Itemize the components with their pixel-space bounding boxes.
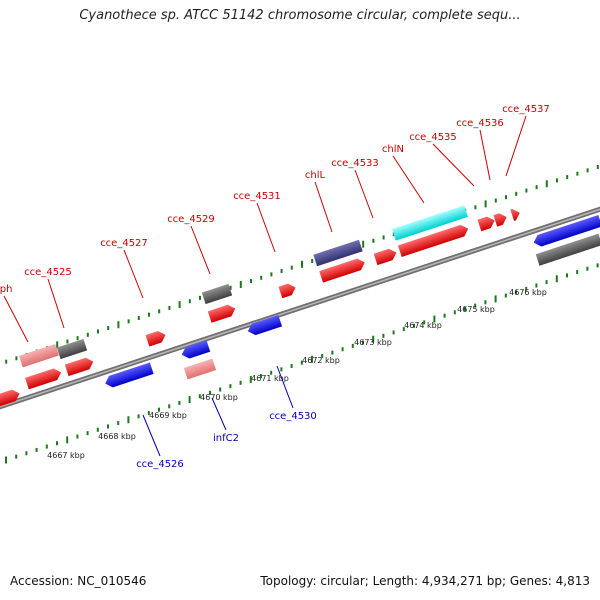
leader-line <box>47 278 65 329</box>
gene-label-chln[interactable]: chlN <box>382 144 404 155</box>
gene-label-rph[interactable]: rph <box>0 284 12 295</box>
gene-label-cce-4537[interactable]: cce_4537 <box>502 104 550 115</box>
gene-rev-2[interactable] <box>180 340 211 360</box>
gene-rev-1[interactable] <box>103 362 154 389</box>
leader-line <box>3 295 29 343</box>
leader-line <box>256 202 276 253</box>
gene-label-cce-4530[interactable]: cce_4530 <box>269 411 317 422</box>
gene-cce-4529[interactable] <box>201 283 233 305</box>
lower-labels: cce_4526 infC2 cce_4530 <box>136 365 317 470</box>
gene-arrow-9[interactable] <box>397 223 470 257</box>
gene-label-cce-4533[interactable]: cce_4533 <box>331 158 379 169</box>
gene-rph[interactable] <box>19 344 59 368</box>
scale-label: 4669 kbp <box>149 411 187 420</box>
gene-label-chll[interactable]: chlL <box>305 170 326 181</box>
leader-line <box>142 414 161 457</box>
scale-label: 4667 kbp <box>47 451 85 460</box>
leader-line <box>479 129 491 181</box>
accession-text: Accession: NC_010546 <box>10 574 147 588</box>
scale-label: 4672 kbp <box>302 356 340 365</box>
gene-features <box>0 205 600 407</box>
gene-infC2[interactable] <box>183 358 217 380</box>
scale-label: 4673 kbp <box>354 338 392 347</box>
leader-line <box>505 115 527 177</box>
gene-label-cce-4525[interactable]: cce_4525 <box>24 267 72 278</box>
gene-other-1[interactable] <box>535 233 600 266</box>
gene-chlN[interactable] <box>392 205 468 241</box>
gene-label-cce-4529[interactable]: cce_4529 <box>167 214 215 225</box>
gene-arrow-3[interactable] <box>64 356 95 377</box>
gene-rev-4[interactable] <box>532 215 600 248</box>
scale-label: 4670 kbp <box>200 393 238 402</box>
leader-line <box>314 181 333 233</box>
scale-label: 4676 kbp <box>509 288 547 297</box>
scale-label: 4674 kbp <box>404 321 442 330</box>
gene-arrow-4[interactable] <box>145 329 168 347</box>
leader-line <box>276 365 294 409</box>
gene-arrow-7[interactable] <box>319 257 366 283</box>
leader-line <box>211 397 227 431</box>
scale-label: 4675 kbp <box>457 305 495 314</box>
leader-line <box>354 169 374 219</box>
leader-line <box>123 249 144 299</box>
gene-label-infc2[interactable]: infC2 <box>213 433 239 444</box>
upper-labels: rph cce_4525 cce_4527 cce_4529 cce_4531 chlL c… <box>0 104 550 343</box>
gene-cce-4525[interactable] <box>56 338 88 360</box>
gene-arrow-6[interactable] <box>278 282 298 299</box>
scale-label: 4668 kbp <box>98 432 136 441</box>
gene-arrow-1[interactable] <box>0 388 21 407</box>
scale-label: 4671 kbp <box>251 374 289 383</box>
gene-rev-3[interactable] <box>246 314 283 337</box>
gene-label-cce-4531[interactable]: cce_4531 <box>233 191 281 202</box>
gene-label-cce-4536[interactable]: cce_4536 <box>456 118 504 129</box>
gene-arrow-10[interactable] <box>477 215 497 232</box>
gene-arrow-2[interactable] <box>25 367 63 390</box>
gene-label-cce-4527[interactable]: cce_4527 <box>100 238 148 249</box>
gene-arrow-12[interactable] <box>510 207 521 221</box>
gene-label-cce-4526[interactable]: cce_4526 <box>136 459 184 470</box>
topology-summary: Topology: circular; Length: 4,934,271 bp… <box>260 574 590 588</box>
leader-line <box>392 155 425 204</box>
leader-line <box>432 143 475 187</box>
leader-line <box>190 225 211 275</box>
scale-labels: 4667 kbp 4668 kbp 4669 kbp 4670 kbp 4671 kbp… <box>47 288 547 460</box>
upper-tick-ring <box>5 164 599 364</box>
backbone <box>0 206 600 410</box>
gene-label-cce-4535[interactable]: cce_4535 <box>409 132 457 143</box>
gene-arrow-8[interactable] <box>373 247 399 266</box>
lower-tick-ring <box>5 263 599 464</box>
map-title: Cyanothece sp. ATCC 51142 chromosome cir… <box>79 8 521 23</box>
gene-arrow-5[interactable] <box>207 303 237 323</box>
gene-arrow-11[interactable] <box>493 211 508 227</box>
gene-chlL[interactable] <box>313 239 363 267</box>
